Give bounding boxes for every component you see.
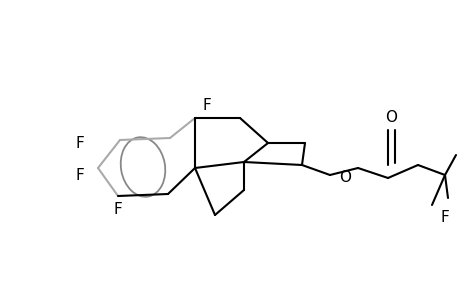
Text: F: F [202, 98, 211, 112]
Text: O: O [384, 110, 396, 125]
Text: F: F [440, 211, 448, 226]
Text: O: O [338, 170, 350, 185]
Text: F: F [75, 167, 84, 182]
Text: F: F [113, 202, 122, 217]
Text: F: F [75, 136, 84, 151]
